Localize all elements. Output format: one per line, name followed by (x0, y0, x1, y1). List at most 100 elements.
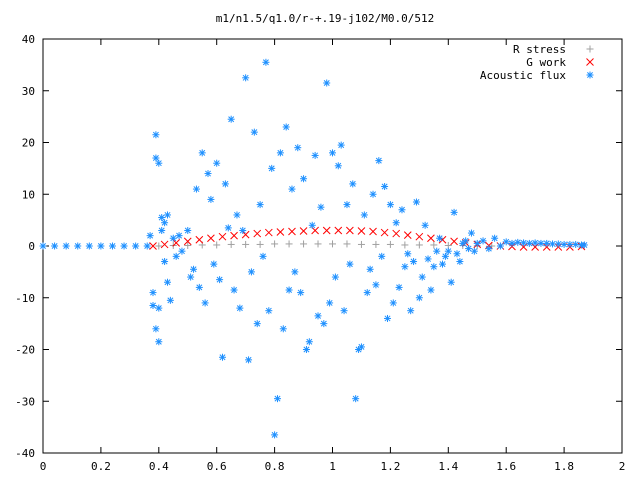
x-tick-label: 2 (619, 460, 626, 473)
data-point (531, 239, 539, 247)
data-point (158, 214, 166, 222)
data-point (404, 250, 412, 258)
y-tick-label: 30 (22, 85, 35, 98)
data-point (491, 234, 499, 242)
data-point (175, 232, 183, 240)
data-point (253, 229, 262, 238)
data-point (253, 320, 261, 328)
x-tick-label: 0 (40, 460, 47, 473)
data-point (62, 242, 70, 250)
data-point (218, 232, 227, 241)
data-point (149, 302, 157, 310)
data-point (447, 278, 455, 286)
data-point (369, 190, 377, 198)
data-point (444, 247, 452, 255)
x-tick-label: 1.4 (438, 460, 458, 473)
data-point (108, 242, 116, 250)
data-point (401, 241, 409, 249)
data-point (415, 241, 423, 249)
data-point (282, 123, 290, 131)
data-point (213, 159, 221, 167)
data-point (418, 273, 426, 281)
data-point (152, 131, 160, 139)
legend-entry: R stress (513, 43, 594, 56)
data-point (479, 237, 487, 245)
data-point (360, 211, 368, 219)
y-tick: 20 (22, 137, 622, 150)
x-tick-label: 0.6 (207, 460, 227, 473)
data-point (178, 247, 186, 255)
data-point (357, 240, 365, 248)
x-tick: 0.6 (207, 39, 227, 473)
data-point (276, 149, 284, 157)
data-point (146, 232, 154, 240)
data-point (39, 242, 47, 250)
x-tick: 1.4 (438, 39, 459, 473)
data-point (166, 296, 174, 304)
legend-label: R stress (513, 43, 566, 56)
data-point (508, 239, 516, 247)
data-point (502, 238, 510, 246)
data-point (155, 304, 163, 312)
data-point (450, 208, 458, 216)
data-point (395, 283, 403, 291)
data-point (322, 226, 331, 235)
data-point (421, 221, 429, 229)
data-point (85, 242, 93, 250)
data-point (230, 286, 238, 294)
data-point (485, 245, 493, 253)
data-point (155, 242, 163, 250)
data-point (169, 234, 177, 242)
data-point (299, 227, 308, 235)
x-tick: 0 (40, 39, 47, 473)
data-point (427, 286, 435, 294)
data-point (430, 241, 438, 249)
data-point (51, 242, 59, 250)
y-tick: 0 (28, 240, 622, 253)
data-point (384, 314, 392, 322)
x-tick: 0.2 (91, 39, 111, 473)
data-point (357, 227, 366, 235)
data-point (172, 239, 181, 247)
data-point (386, 240, 394, 248)
y-tick-label: -20 (15, 344, 35, 357)
data-point (314, 240, 322, 248)
data-point (242, 74, 250, 82)
x-tick: 0.8 (265, 39, 285, 473)
data-point (195, 283, 203, 291)
data-point (346, 226, 354, 235)
data-point (201, 299, 209, 307)
data-point (250, 128, 258, 136)
data-point (163, 211, 171, 219)
chart-title: m1/n1.5/q1.0/r-+.19-j102/M0.0/512 (216, 12, 435, 25)
data-point (329, 149, 336, 157)
data-point (265, 307, 273, 315)
data-point (97, 242, 105, 250)
data-point (401, 263, 409, 271)
x-tick-label: 1.2 (380, 460, 400, 473)
legend-marker (586, 45, 594, 53)
data-point (236, 304, 244, 312)
y-tick-label: -40 (15, 447, 35, 460)
data-point (450, 237, 458, 246)
data-point (227, 240, 235, 248)
data-point (430, 263, 438, 271)
data-point (314, 312, 322, 320)
x-tick-label: 0.2 (91, 460, 111, 473)
data-point (210, 260, 218, 268)
data-point (543, 239, 551, 247)
y-tick: -30 (15, 395, 622, 408)
data-point (317, 203, 325, 211)
data-point (273, 395, 281, 403)
data-point (427, 234, 435, 243)
data-point (271, 240, 279, 248)
data-point (372, 240, 380, 248)
data-point (288, 185, 296, 193)
y-tick-label: 10 (22, 188, 35, 201)
data-point (415, 294, 423, 302)
data-point (424, 255, 432, 263)
data-point (453, 250, 461, 258)
data-point (155, 338, 163, 346)
series-g-work (149, 226, 586, 251)
